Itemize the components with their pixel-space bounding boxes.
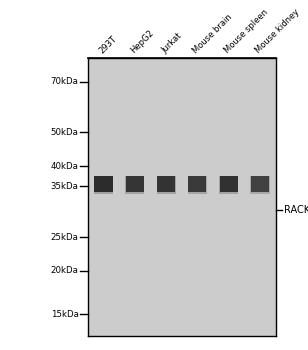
- Bar: [126, 176, 144, 192]
- Bar: [125, 176, 144, 194]
- Text: RACK1: RACK1: [284, 205, 308, 215]
- Text: 35kDa: 35kDa: [51, 182, 79, 191]
- Bar: [188, 176, 207, 194]
- Text: 25kDa: 25kDa: [51, 233, 79, 242]
- Bar: [251, 176, 269, 192]
- Text: 50kDa: 50kDa: [51, 128, 79, 137]
- Text: 15kDa: 15kDa: [51, 310, 79, 319]
- Text: Mouse spleen: Mouse spleen: [222, 8, 270, 55]
- Text: 70kDa: 70kDa: [51, 77, 79, 86]
- Text: Mouse brain: Mouse brain: [191, 12, 234, 55]
- Bar: [219, 176, 238, 194]
- Bar: [188, 176, 206, 192]
- Text: 293T: 293T: [97, 34, 118, 55]
- Bar: [157, 176, 175, 192]
- Bar: [94, 176, 112, 192]
- Bar: [156, 176, 176, 194]
- Bar: [250, 176, 270, 194]
- Bar: [220, 176, 238, 192]
- Text: Mouse kidney: Mouse kidney: [254, 7, 301, 55]
- Text: HepG2: HepG2: [128, 28, 155, 55]
- Text: 20kDa: 20kDa: [51, 266, 79, 275]
- Bar: [94, 176, 113, 194]
- Text: Jurkat: Jurkat: [160, 31, 183, 55]
- Text: 40kDa: 40kDa: [51, 162, 79, 171]
